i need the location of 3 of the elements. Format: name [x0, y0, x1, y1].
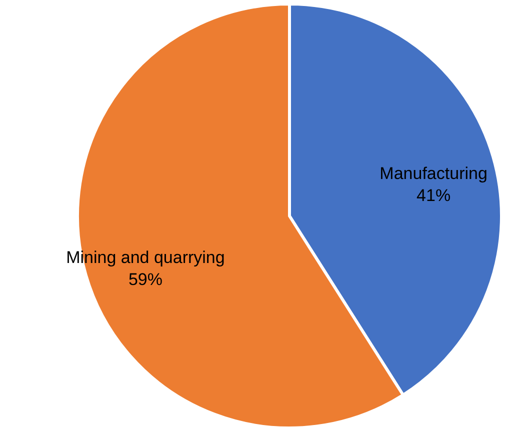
- data-label: 41%: [416, 186, 451, 206]
- slice-label: Manufacturing: [380, 164, 488, 184]
- data-label: 59%: [128, 270, 162, 289]
